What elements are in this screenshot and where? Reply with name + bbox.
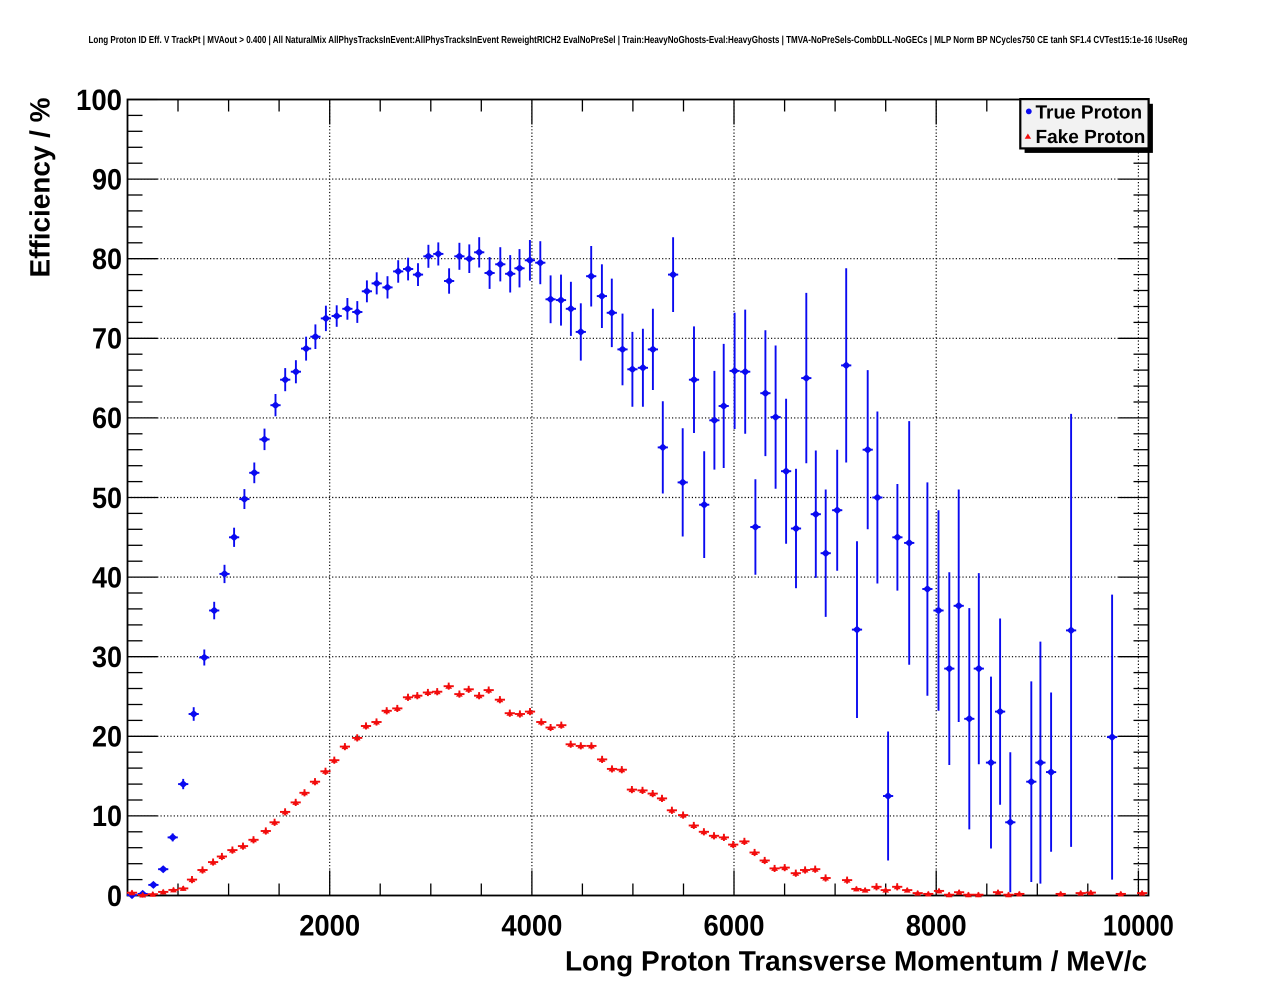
svg-text:50: 50 — [92, 482, 122, 515]
svg-text:30: 30 — [92, 641, 122, 674]
svg-text:60: 60 — [92, 402, 122, 435]
svg-text:8000: 8000 — [906, 910, 967, 943]
svg-text:Long Proton Transverse Momentu: Long Proton Transverse Momentum / MeV/c — [565, 946, 1147, 977]
svg-text:2000: 2000 — [299, 910, 360, 943]
svg-text:Fake Proton: Fake Proton — [1036, 127, 1146, 148]
svg-text:Efficiency / %: Efficiency / % — [25, 97, 56, 277]
svg-text:6000: 6000 — [704, 910, 765, 943]
svg-text:True Proton: True Proton — [1036, 102, 1143, 123]
svg-text:Long Proton ID Eff. V TrackPt: Long Proton ID Eff. V TrackPt | MVAout >… — [89, 35, 1188, 46]
svg-text:80: 80 — [92, 243, 122, 276]
svg-text:20: 20 — [92, 721, 122, 754]
svg-text:10000: 10000 — [1103, 910, 1174, 943]
svg-text:100: 100 — [76, 84, 122, 117]
svg-text:90: 90 — [92, 163, 122, 196]
svg-text:40: 40 — [92, 561, 122, 594]
svg-text:0: 0 — [107, 880, 122, 913]
svg-text:70: 70 — [92, 323, 122, 356]
svg-text:4000: 4000 — [501, 910, 562, 943]
svg-text:10: 10 — [92, 800, 122, 833]
